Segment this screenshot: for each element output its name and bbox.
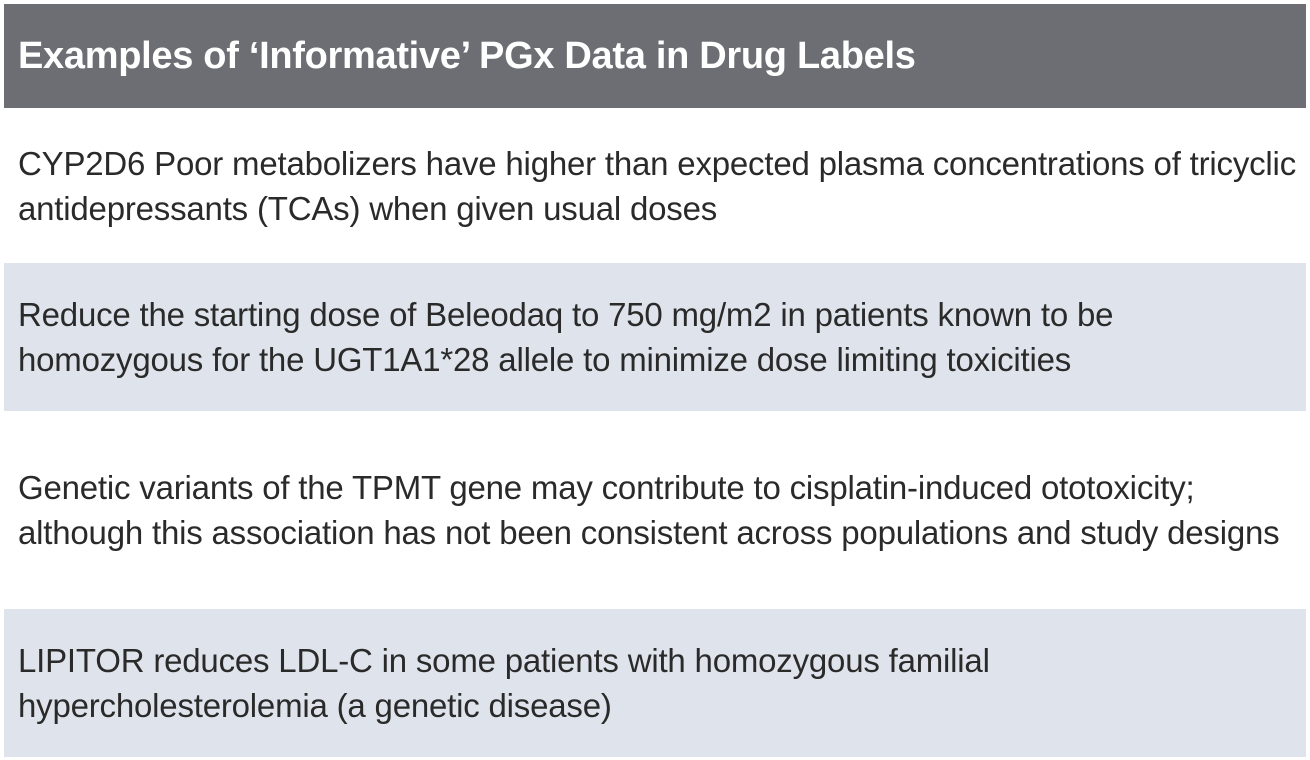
row-text: CYP2D6 Poor metabolizers have higher tha…	[18, 144, 1296, 227]
table-row: Genetic variants of the TPMT gene may co…	[4, 411, 1306, 609]
table-row: LIPITOR reduces LDL-C in some patients w…	[4, 609, 1306, 757]
pgx-examples-table: Examples of ‘Informative’ PGx Data in Dr…	[4, 4, 1306, 757]
row-text: Reduce the starting dose of Beleodaq to …	[18, 296, 1114, 378]
table-title: Examples of ‘Informative’ PGx Data in Dr…	[18, 34, 916, 77]
table-row: CYP2D6 Poor metabolizers have higher tha…	[4, 108, 1306, 263]
row-text: LIPITOR reduces LDL-C in some patients w…	[18, 642, 990, 724]
row-text: Genetic variants of the TPMT gene may co…	[18, 469, 1280, 551]
table-header: Examples of ‘Informative’ PGx Data in Dr…	[4, 4, 1306, 108]
table-row: Reduce the starting dose of Beleodaq to …	[4, 263, 1306, 411]
